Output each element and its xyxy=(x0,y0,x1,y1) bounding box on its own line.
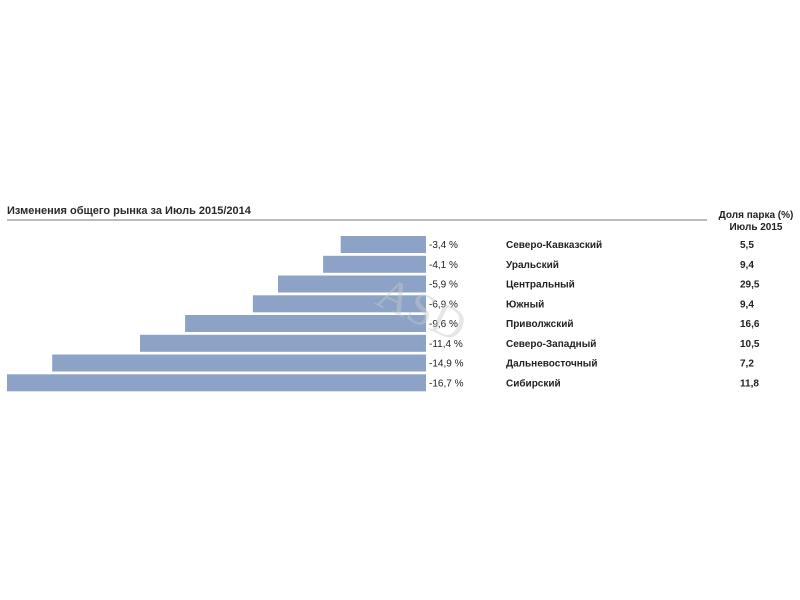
bar xyxy=(340,236,426,253)
region-label: Центральный xyxy=(506,280,575,291)
bar-value-label: -14,9 % xyxy=(429,359,464,370)
share-value-label: 7,2 xyxy=(740,359,754,370)
bar xyxy=(185,315,426,332)
bar-value-label: -11,4 % xyxy=(429,339,463,350)
share-value-label: 5,5 xyxy=(740,240,754,251)
share-value-label: 11,8 xyxy=(740,378,759,389)
share-column-subheader: Июль 2015 xyxy=(729,222,782,233)
region-label: Приволжский xyxy=(506,319,574,330)
share-labels-group: 5,5 9,4 29,5 9,4 16,6 10,5 7,2 11,8 xyxy=(740,240,760,389)
bar-value-label: -4,1 % xyxy=(429,260,458,271)
bar xyxy=(278,275,426,293)
region-labels-group: Северо-Кавказский Уральский Центральный Южн… xyxy=(506,240,602,389)
share-value-label: 16,6 xyxy=(740,319,760,330)
value-labels-group: -3,4 % -4,1 % -5,9 % -6,9 % -9,6 % -11,4 % -14… xyxy=(429,240,464,389)
region-label: Сибирский xyxy=(506,377,561,389)
bar-value-label: -16,7 % xyxy=(429,378,464,389)
region-label: Северо-Западный xyxy=(506,339,596,350)
bar xyxy=(52,354,426,372)
chart-title: Изменения общего рынка за Июль 2015/2014 xyxy=(7,205,252,217)
bars-group xyxy=(7,236,426,392)
region-label: Северо-Кавказский xyxy=(506,240,602,251)
bar-value-label: -9,6 % xyxy=(429,319,458,330)
bar xyxy=(323,255,426,273)
share-value-label: 29,5 xyxy=(740,280,760,291)
bar-value-label: -3,4 % xyxy=(429,240,458,251)
bar-value-label: -6,9 % xyxy=(429,299,458,310)
bar xyxy=(7,374,426,392)
share-value-label: 9,4 xyxy=(740,260,754,271)
region-label: Дальневосточный xyxy=(506,359,598,370)
region-label: Южный xyxy=(506,299,544,310)
bar-value-label: -5,9 % xyxy=(429,280,458,291)
share-column-header: Доля парка (%) xyxy=(719,210,794,221)
bar xyxy=(252,295,426,313)
share-value-label: 9,4 xyxy=(740,299,754,310)
bar xyxy=(140,334,426,352)
region-label: Уральский xyxy=(506,260,559,271)
share-value-label: 10,5 xyxy=(740,339,760,350)
